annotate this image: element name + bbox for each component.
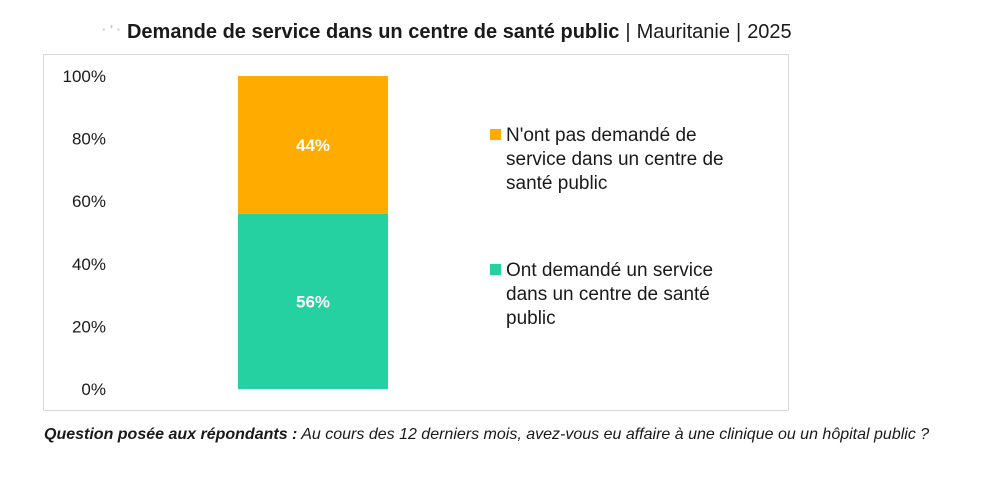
legend-swatch — [490, 129, 501, 140]
legend-label: Ont demandé un service dans un centre de … — [506, 260, 713, 329]
title-separator: | — [625, 21, 631, 43]
y-tick-label: 20% — [72, 317, 106, 336]
y-tick-label: 100% — [63, 67, 106, 86]
bar-segment-not-requested — [238, 76, 388, 214]
question-note: Question posée aux répondants : Au cours… — [44, 424, 964, 446]
bar-segment-requested — [238, 213, 388, 389]
question-label: Question posée aux répondants : — [44, 426, 298, 443]
chart-area: 0% 20% 40% 60% 80% 100% 56% 44% N'ont pas demand… — [43, 54, 789, 411]
title-year: 2025 — [747, 21, 792, 43]
title-country: Mauritanie — [636, 21, 730, 43]
title-decoration: · ' · — [102, 22, 121, 37]
y-tick-label: 80% — [72, 130, 106, 149]
question-text: Au cours des 12 derniers mois, avez-vous… — [301, 426, 930, 443]
chart-svg: 0% 20% 40% 60% 80% 100% 56% 44% N'ont pas demand… — [63, 67, 724, 399]
y-tick-label: 60% — [72, 192, 106, 211]
title-separator: | — [735, 21, 742, 43]
y-tick-label: 40% — [72, 255, 106, 274]
title-main: Demande de service dans un centre de san… — [126, 21, 620, 43]
bar-data-label: 56% — [296, 292, 330, 311]
chart-title: · ' · Demande de service dans un centre d… — [102, 17, 792, 45]
legend-label: N'ont pas demandé de service dans un cent… — [506, 125, 724, 194]
bar-data-label: 44% — [296, 136, 330, 155]
legend-swatch — [490, 264, 501, 275]
y-tick-label: 0% — [81, 380, 106, 399]
